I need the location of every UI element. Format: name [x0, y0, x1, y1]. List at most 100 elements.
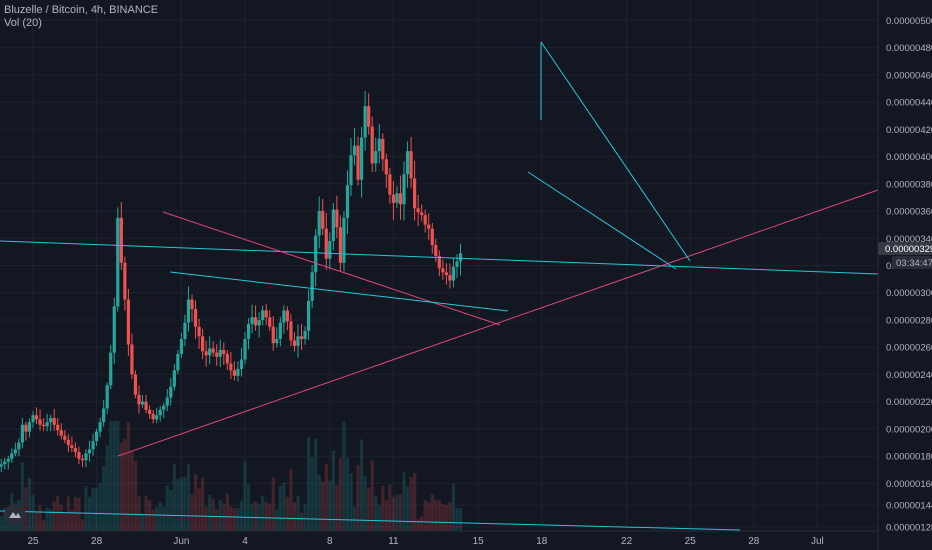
- volume-bar: [243, 461, 247, 531]
- volume-bar: [158, 502, 162, 531]
- volume-bar: [148, 500, 152, 531]
- candle-body: [409, 151, 413, 179]
- volume-bar: [427, 502, 431, 531]
- volume-bar: [236, 507, 240, 531]
- candle-body: [24, 424, 28, 432]
- volume-bar: [388, 484, 392, 531]
- volume-bar: [0, 515, 3, 531]
- candle-body: [232, 370, 236, 376]
- volume-bar: [246, 484, 251, 531]
- volume-bar: [430, 494, 434, 531]
- candle-body: [148, 409, 152, 414]
- tradingview-logo[interactable]: [4, 504, 26, 526]
- trendline-lower: [0, 510, 741, 531]
- volume-bar: [169, 489, 173, 531]
- volume-bar: [331, 450, 335, 531]
- y-tick-label: 0.00000128: [886, 522, 932, 533]
- y-tick-label: 0.00000480: [886, 43, 932, 54]
- volume-bar: [77, 497, 81, 531]
- volume-bar: [328, 480, 332, 531]
- volume-bar: [335, 485, 339, 531]
- volume-indicator-label[interactable]: Vol (20): [4, 17, 42, 29]
- volume-bar: [434, 499, 438, 531]
- volume-bar: [367, 487, 371, 531]
- candle-body: [314, 235, 318, 273]
- volume-bar: [374, 495, 378, 531]
- y-tick-label: 0.00000240: [886, 370, 932, 381]
- candle-body: [80, 458, 85, 461]
- symbol-line[interactable]: Bluzelle / Bitcoin, 4h, BINANCE: [4, 4, 159, 16]
- candle-body: [70, 445, 74, 448]
- volume-bar: [345, 458, 350, 531]
- chart-header: Bluzelle / Bitcoin, 4h, BINANCE Vol (20): [4, 4, 158, 30]
- candle-body: [317, 211, 321, 236]
- candle-body: [384, 159, 388, 175]
- volume-bar: [423, 500, 427, 531]
- candle-body: [73, 447, 77, 453]
- volume-bar: [27, 477, 32, 531]
- volume-bar: [338, 458, 342, 531]
- candle-body: [292, 340, 297, 346]
- y-tick-label: 0.00000144: [886, 501, 932, 512]
- y-tick-label: 0.00000300: [886, 288, 932, 299]
- candle-body: [434, 245, 438, 256]
- volume-bar: [420, 516, 424, 531]
- volume-bar: [66, 496, 70, 531]
- volume-bar: [299, 512, 304, 531]
- candle-body: [176, 354, 180, 371]
- candle-body: [91, 441, 95, 450]
- volume-bar: [444, 505, 448, 531]
- volume-bars: [0, 421, 463, 531]
- volume-bar: [402, 472, 406, 531]
- candle-body: [3, 461, 7, 465]
- volume-bar: [254, 501, 258, 531]
- volume-bar: [208, 494, 212, 531]
- volume-bar: [321, 481, 325, 531]
- candle-body: [59, 430, 63, 436]
- candle-body: [377, 138, 381, 152]
- candle-body: [95, 431, 99, 442]
- volume-bar: [377, 505, 381, 531]
- candle-body: [413, 178, 417, 209]
- candle-body: [17, 442, 21, 450]
- candle-body: [179, 339, 183, 354]
- volume-bar: [186, 464, 191, 531]
- candle-body: [144, 401, 148, 410]
- volume-bar: [303, 504, 307, 531]
- volume-bar: [98, 482, 102, 531]
- volume-bar: [352, 506, 357, 531]
- volume-bar: [261, 495, 265, 531]
- candle-body: [296, 336, 300, 346]
- x-tick-label: 28: [748, 536, 760, 547]
- volume-bar: [204, 506, 208, 531]
- x-tick-label: 18: [536, 536, 548, 547]
- trendlines[interactable]: [0, 41, 879, 531]
- candle-body: [420, 212, 424, 216]
- candle-body: [451, 266, 456, 281]
- x-tick-label: 15: [473, 536, 485, 547]
- volume-bar: [232, 508, 236, 531]
- candle-body: [98, 422, 102, 432]
- candle-body: [335, 209, 339, 228]
- volume-bar: [398, 494, 403, 531]
- candle-body: [193, 309, 198, 327]
- candle-body: [151, 413, 155, 420]
- candle-body: [264, 310, 268, 318]
- volume-bar: [137, 496, 141, 531]
- volume-bar: [80, 519, 85, 531]
- candle-body: [374, 151, 378, 164]
- time-axis[interactable]: 25 28 Jun 4 8 11 15 18 22 25 28 Jul: [0, 530, 878, 547]
- candle-body: [261, 310, 265, 320]
- volume-bar: [59, 504, 63, 531]
- candle-body: [42, 424, 46, 427]
- price-axis[interactable]: 0.00000500 0.00000480 0.00000460 0.00000440…: [877, 0, 932, 550]
- volume-bar: [342, 421, 346, 531]
- x-tick-label: Jul: [811, 536, 824, 547]
- y-tick-label: 0.00000380: [886, 179, 932, 190]
- candle-body: [10, 453, 14, 459]
- candle-body: [257, 319, 261, 326]
- volume-bar: [370, 460, 374, 531]
- volume-bar: [314, 438, 318, 531]
- candle-body: [56, 424, 60, 431]
